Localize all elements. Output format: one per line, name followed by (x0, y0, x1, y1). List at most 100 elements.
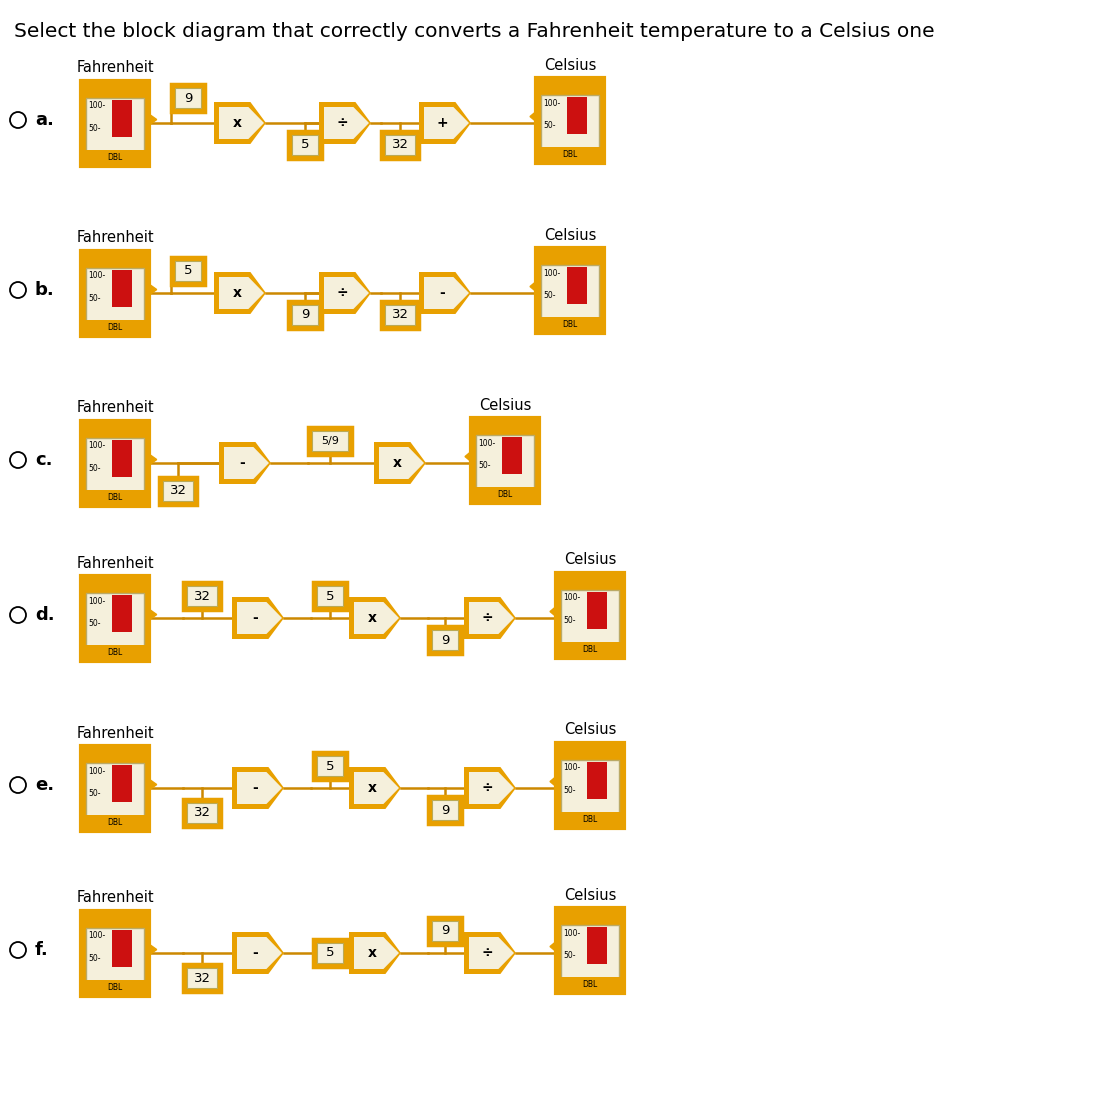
Text: 100-: 100- (477, 439, 495, 448)
FancyBboxPatch shape (502, 436, 522, 474)
Text: e.: e. (35, 776, 55, 794)
Polygon shape (237, 602, 282, 634)
FancyBboxPatch shape (556, 572, 624, 657)
FancyBboxPatch shape (541, 95, 599, 158)
Text: -: - (439, 286, 445, 299)
Text: -: - (252, 781, 258, 794)
Polygon shape (232, 597, 284, 639)
FancyBboxPatch shape (288, 301, 322, 329)
Text: b.: b. (35, 281, 55, 299)
Text: 32: 32 (194, 971, 210, 985)
Polygon shape (349, 767, 401, 809)
FancyBboxPatch shape (381, 131, 418, 159)
Polygon shape (380, 448, 424, 478)
Text: 50-: 50- (88, 619, 100, 628)
Polygon shape (214, 102, 266, 144)
Polygon shape (319, 102, 371, 144)
FancyBboxPatch shape (81, 814, 149, 831)
FancyBboxPatch shape (429, 627, 462, 654)
Polygon shape (149, 944, 157, 955)
FancyBboxPatch shape (86, 762, 144, 825)
Circle shape (10, 112, 26, 128)
Polygon shape (354, 602, 398, 634)
FancyBboxPatch shape (81, 251, 149, 336)
FancyBboxPatch shape (429, 796, 462, 824)
FancyBboxPatch shape (561, 589, 619, 652)
Text: DBL: DBL (582, 645, 598, 654)
Text: 100-: 100- (88, 442, 106, 451)
Text: Select the block diagram that correctly converts a Fahrenheit temperature to a C: Select the block diagram that correctly … (14, 22, 935, 41)
Text: DBL: DBL (107, 323, 122, 332)
Text: Celsius: Celsius (544, 57, 597, 73)
FancyBboxPatch shape (536, 77, 604, 162)
FancyBboxPatch shape (561, 925, 619, 988)
Text: x: x (233, 286, 242, 299)
Text: 50-: 50- (88, 124, 100, 133)
FancyBboxPatch shape (561, 759, 619, 822)
Polygon shape (469, 772, 514, 804)
Polygon shape (424, 277, 469, 309)
FancyBboxPatch shape (381, 301, 418, 329)
FancyBboxPatch shape (86, 438, 144, 501)
FancyBboxPatch shape (81, 911, 149, 996)
FancyBboxPatch shape (112, 99, 132, 137)
FancyBboxPatch shape (385, 135, 415, 155)
Text: Celsius: Celsius (544, 228, 597, 242)
FancyBboxPatch shape (183, 964, 221, 992)
FancyBboxPatch shape (81, 576, 149, 661)
Text: 100-: 100- (543, 98, 560, 107)
Polygon shape (354, 937, 398, 969)
Polygon shape (219, 107, 264, 139)
Text: 9: 9 (301, 308, 309, 322)
Text: x: x (367, 781, 376, 794)
FancyBboxPatch shape (86, 592, 144, 655)
Polygon shape (424, 107, 469, 139)
Polygon shape (232, 932, 284, 974)
FancyBboxPatch shape (308, 427, 352, 455)
Text: DBL: DBL (107, 983, 122, 992)
Text: 100-: 100- (88, 102, 106, 110)
Text: x: x (367, 946, 376, 960)
Text: 9: 9 (441, 803, 450, 817)
Text: 9: 9 (184, 92, 193, 105)
FancyBboxPatch shape (385, 305, 415, 325)
FancyBboxPatch shape (471, 418, 539, 503)
FancyBboxPatch shape (556, 907, 624, 992)
Text: ÷: ÷ (481, 611, 493, 625)
FancyBboxPatch shape (587, 926, 608, 965)
FancyBboxPatch shape (288, 131, 322, 159)
Text: DBL: DBL (562, 150, 578, 159)
FancyBboxPatch shape (432, 800, 459, 820)
Text: -: - (239, 456, 245, 470)
FancyBboxPatch shape (556, 811, 624, 828)
Polygon shape (324, 277, 370, 309)
Text: 32: 32 (169, 484, 187, 497)
FancyBboxPatch shape (429, 917, 462, 945)
FancyBboxPatch shape (112, 594, 132, 632)
Text: Fahrenheit: Fahrenheit (76, 400, 154, 415)
FancyBboxPatch shape (556, 977, 624, 992)
Text: Fahrenheit: Fahrenheit (76, 231, 154, 245)
Polygon shape (232, 767, 284, 809)
FancyBboxPatch shape (81, 421, 149, 505)
Text: DBL: DBL (498, 490, 513, 499)
FancyBboxPatch shape (183, 799, 221, 827)
Text: ÷: ÷ (481, 781, 493, 794)
Text: Fahrenheit: Fahrenheit (76, 726, 154, 740)
Text: Fahrenheit: Fahrenheit (76, 556, 154, 570)
Circle shape (10, 282, 26, 298)
FancyBboxPatch shape (112, 765, 132, 802)
FancyBboxPatch shape (587, 761, 608, 799)
FancyBboxPatch shape (162, 481, 193, 501)
Text: DBL: DBL (107, 818, 122, 827)
Polygon shape (550, 777, 556, 787)
Text: ÷: ÷ (336, 286, 347, 299)
FancyBboxPatch shape (171, 84, 205, 112)
FancyBboxPatch shape (587, 591, 608, 630)
FancyBboxPatch shape (86, 267, 144, 330)
Polygon shape (418, 102, 471, 144)
Circle shape (10, 607, 26, 623)
Polygon shape (324, 107, 370, 139)
Polygon shape (237, 937, 282, 969)
Text: d.: d. (35, 606, 55, 624)
